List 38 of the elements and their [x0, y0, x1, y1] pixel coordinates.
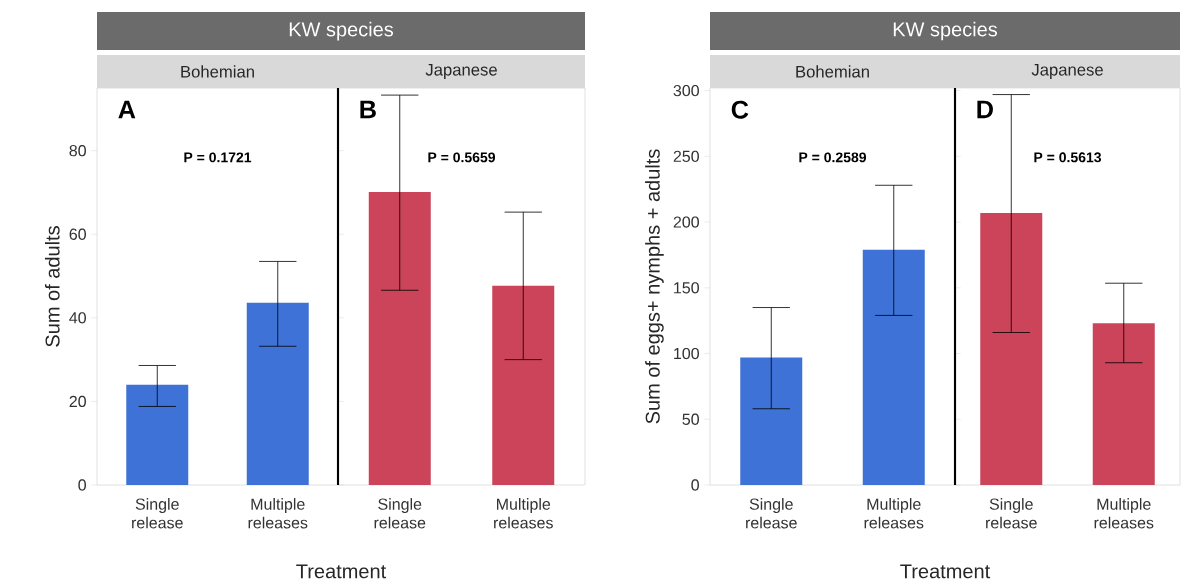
annotation: P = 0.1721 [184, 152, 252, 163]
x-axis-title: Treatment [900, 564, 991, 579]
y-tick-label: 40 [69, 312, 86, 324]
annotation: P = 0.2589 [799, 152, 867, 163]
x-tick-label: Single release [374, 498, 426, 529]
chart-title: Bohemian [796, 65, 869, 78]
y-tick-label: 60 [69, 228, 86, 240]
y-tick-label: 150 [674, 282, 699, 294]
x-tick-label: Single release [746, 498, 797, 529]
text: KW species [289, 21, 394, 41]
y-tick-label: 0 [78, 479, 86, 491]
y-tick-label: 200 [673, 216, 699, 228]
annotation: A [118, 100, 136, 119]
y-tick-label: 300 [673, 84, 699, 97]
x-tick-label: Multiple releases [864, 498, 924, 529]
x-tick-label: Multiple releases [494, 498, 553, 529]
x-tick-label: Multiple releases [1094, 498, 1154, 529]
y-tick-label: 80 [69, 145, 86, 157]
x-tick-label: Single release [132, 498, 183, 529]
annotation: P = 0.5613 [1034, 152, 1102, 163]
annotation: B [360, 100, 376, 119]
x-tick-label: Multiple releases [248, 498, 308, 529]
x-axis-title: Treatment [296, 564, 387, 579]
y-tick-label: 50 [682, 413, 699, 425]
y-tick-label: 250 [673, 150, 699, 163]
chart-title: Japanese [1031, 64, 1103, 79]
text: KW species [893, 21, 998, 41]
annotation: P = 0.5659 [428, 152, 496, 163]
y-tick-label: 20 [69, 395, 86, 408]
chart-title: Japanese [425, 64, 497, 79]
y-tick-label: 0 [691, 479, 699, 491]
y-tick-label: 100 [674, 347, 699, 360]
y-axis-title: Sum of eggs+ nymphs + adults [645, 149, 664, 424]
chart-title: Bohemian [181, 65, 254, 78]
annotation: D [977, 100, 993, 119]
x-tick-label: Single release [986, 498, 1037, 529]
annotation: C [731, 100, 749, 119]
y-axis-title: Sum of adults [44, 226, 60, 347]
